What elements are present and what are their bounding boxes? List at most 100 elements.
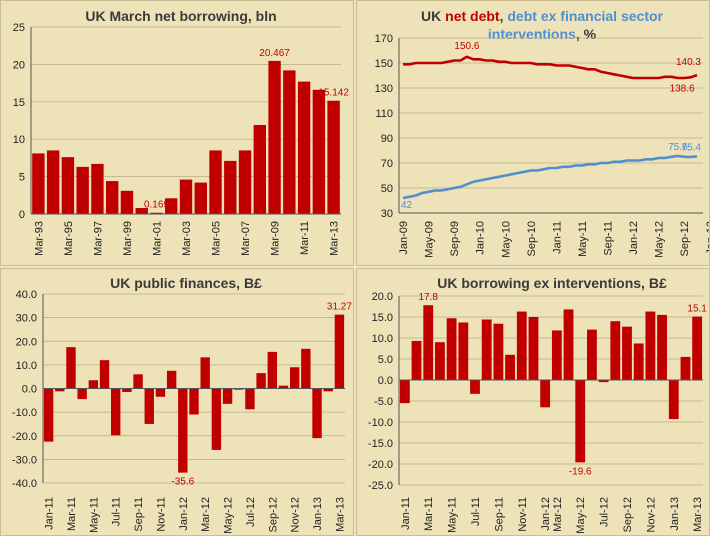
y-tick-label: 130 bbox=[375, 83, 393, 95]
bar bbox=[267, 351, 277, 389]
x-tick-label: Mar-05 bbox=[211, 221, 223, 256]
y-tick-label: -40.0 bbox=[12, 478, 37, 490]
bar bbox=[77, 388, 87, 400]
chart-title-part: net debt bbox=[445, 8, 500, 24]
x-tick-label: Jan-11 bbox=[551, 221, 563, 254]
bar bbox=[312, 388, 322, 439]
y-tick-label: 20.0 bbox=[16, 336, 37, 348]
data-label: 150.6 bbox=[454, 41, 479, 52]
chart-title: UK March net borrowing, bln bbox=[85, 8, 276, 24]
y-tick-label: -5.0 bbox=[374, 396, 393, 408]
bar bbox=[43, 388, 54, 442]
bar bbox=[493, 323, 504, 380]
bar bbox=[194, 182, 207, 214]
bar bbox=[122, 388, 132, 393]
y-tick-label: -10.0 bbox=[368, 417, 393, 429]
data-label: -35.6 bbox=[171, 477, 194, 488]
bar bbox=[563, 309, 574, 380]
bar bbox=[575, 380, 586, 463]
x-tick-label: Mar-01 bbox=[151, 221, 163, 256]
bar bbox=[32, 153, 45, 214]
series-line-0 bbox=[403, 55, 698, 80]
bar bbox=[297, 81, 311, 214]
x-tick-label: Mar-07 bbox=[240, 221, 252, 256]
chart-title: UK public finances, B£ bbox=[110, 275, 262, 291]
bar bbox=[189, 388, 199, 415]
x-tick-label: Mar-97 bbox=[92, 221, 104, 256]
x-tick-label: Mar-13 bbox=[692, 497, 704, 532]
bar bbox=[411, 340, 422, 380]
x-tick-label: Jan-12 bbox=[540, 497, 552, 531]
x-tick-label: Jan-11 bbox=[44, 497, 56, 530]
series-line-1 bbox=[402, 154, 698, 200]
bar bbox=[200, 357, 210, 389]
y-tick-label: -10.0 bbox=[12, 407, 37, 419]
bar bbox=[88, 380, 99, 389]
bar bbox=[657, 314, 667, 380]
bar bbox=[238, 150, 252, 214]
x-tick-label: Sep-12 bbox=[267, 497, 279, 532]
x-tick-label: May-11 bbox=[88, 497, 100, 533]
y-tick-label: 5.0 bbox=[378, 354, 393, 366]
bar bbox=[222, 388, 233, 404]
y-tick-label: 10.0 bbox=[372, 333, 393, 345]
bar bbox=[245, 388, 255, 410]
y-tick-label: 0.0 bbox=[22, 384, 37, 396]
x-tick-label: Sep-11 bbox=[603, 221, 615, 256]
bar bbox=[289, 367, 300, 389]
bar bbox=[327, 100, 340, 214]
x-tick-label: Jan-09 bbox=[398, 221, 410, 255]
bar bbox=[46, 150, 60, 214]
bar bbox=[435, 342, 445, 380]
x-tick-label: May-09 bbox=[424, 221, 436, 258]
chart-panel-net-debt: UK net debt, debt ex financial sector int… bbox=[356, 0, 710, 266]
x-tick-label: Mar-03 bbox=[181, 221, 193, 256]
data-label: 138.6 bbox=[670, 83, 695, 94]
bar bbox=[165, 198, 178, 214]
x-tick-label: Mar-11 bbox=[299, 221, 311, 255]
y-tick-label: 40.0 bbox=[16, 289, 37, 301]
bar bbox=[334, 314, 345, 389]
y-tick-label: 15 bbox=[13, 97, 25, 109]
bar bbox=[516, 311, 527, 380]
x-tick-label: Mar-99 bbox=[122, 221, 134, 256]
data-label: 20.467 bbox=[259, 48, 290, 59]
y-tick-label: 30.0 bbox=[16, 313, 37, 325]
bar bbox=[61, 157, 75, 214]
bar bbox=[105, 181, 119, 214]
y-tick-label: 110 bbox=[375, 108, 393, 120]
bar bbox=[166, 370, 177, 389]
x-tick-label: Mar-09 bbox=[270, 221, 282, 256]
x-tick-label: Mar-13 bbox=[329, 221, 341, 256]
y-tick-label: 5 bbox=[19, 172, 25, 184]
bar bbox=[150, 212, 163, 214]
bar bbox=[470, 380, 480, 394]
march-borrowing-chart: UK March net borrowing, bln 0 5 10 15 20 25 Mar… bbox=[13, 8, 350, 256]
y-tick-label: 90 bbox=[381, 133, 393, 145]
x-tick-label: Nov-11 bbox=[517, 497, 529, 532]
bar bbox=[76, 166, 89, 214]
bar bbox=[268, 60, 281, 214]
bar bbox=[423, 305, 434, 380]
data-label: 17.8 bbox=[418, 292, 438, 303]
bar bbox=[179, 179, 193, 214]
x-tick-label: May-12 bbox=[223, 497, 235, 534]
chart-title-part: interventions bbox=[488, 26, 576, 42]
x-tick-label: Jul-11 bbox=[111, 497, 123, 526]
chart-title-line2: interventions, % bbox=[488, 26, 597, 42]
bar bbox=[301, 348, 311, 389]
y-tick-label: -30.0 bbox=[12, 454, 37, 466]
bar bbox=[610, 321, 621, 380]
chart-title-part: debt ex financial sector bbox=[507, 8, 663, 24]
bar bbox=[144, 388, 154, 424]
x-tick-label: Sep-11 bbox=[493, 497, 505, 532]
bar bbox=[283, 70, 296, 214]
chart-title-part: UK bbox=[421, 8, 445, 24]
bar bbox=[278, 385, 289, 389]
bar bbox=[645, 311, 656, 380]
y-tick-label: 10.0 bbox=[16, 360, 37, 372]
bar bbox=[66, 347, 76, 389]
x-tick-label: Mar-95 bbox=[63, 221, 75, 256]
data-label: -19.6 bbox=[569, 466, 592, 477]
x-tick-label: Jan-12 bbox=[178, 497, 190, 531]
